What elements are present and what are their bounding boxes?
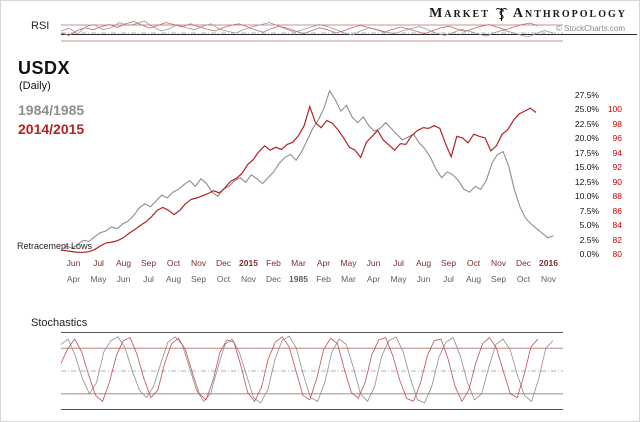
stochastics-panel — [61, 332, 563, 410]
pct-axis-label: 2.5% — [579, 234, 599, 245]
x-axis-label: Jul — [143, 274, 154, 284]
pct-axis-label: 7.5% — [579, 205, 599, 216]
x-axis-label: Feb — [316, 274, 331, 284]
brand: Market Anthropology — [429, 6, 627, 22]
x-axis-label: Apr — [316, 258, 331, 268]
right-axis-price: 100 98 96 94 92 90 88 86 84 82 80 — [603, 85, 622, 259]
pct-axis-label: 22.5% — [574, 118, 599, 129]
x-axis-label: Nov — [490, 258, 507, 268]
x-axis-label: Jun — [116, 274, 131, 284]
stochastics-chart — [61, 333, 563, 409]
chart-subtitle: (Daily) — [19, 80, 51, 92]
stochastics-1984-1985-line — [61, 336, 553, 403]
stochastics-2014-2015-line — [61, 337, 538, 402]
price-axis-label: 98 — [612, 118, 622, 129]
1984-1985-line — [61, 91, 554, 250]
x-axis-label: Oct — [466, 258, 481, 268]
x-axis-label: Sep — [440, 258, 457, 268]
price-axis-label: 96 — [612, 133, 622, 144]
x-axis-label: Feb — [266, 258, 281, 268]
x-axis-label: Aug — [415, 258, 432, 268]
price-axis-label: 84 — [612, 220, 622, 230]
pct-axis-label: 0.0% — [579, 249, 599, 259]
price-axis-label: 80 — [612, 249, 622, 259]
2014-2015-line — [61, 107, 536, 253]
x-axis-label: Nov — [240, 274, 257, 284]
usdx-chart — [61, 85, 561, 253]
x-axis-label: Jul — [393, 258, 404, 268]
x-axis-label: 2015 — [239, 258, 258, 268]
x-axis-label: Aug — [465, 274, 482, 284]
x-axis-label: Sep — [190, 274, 207, 284]
price-axis-label: 88 — [612, 191, 622, 202]
x-axis-label: Oct — [166, 258, 181, 268]
x-axis-label: Dec — [515, 258, 532, 268]
rsi-2014-2015-line — [61, 21, 538, 35]
x-axis-label: 1985 — [289, 274, 308, 284]
x-axis-label: Aug — [115, 258, 132, 268]
right-axis-pct: 27.5% 25.0% 22.5% 20.0% 17.5% 15.0% 12.5% 10.0%… — [563, 85, 599, 259]
brand-anthropology: Anthropology — [512, 6, 627, 21]
x-axis-label: Jul — [443, 274, 454, 284]
x-axis-label: May — [390, 274, 407, 284]
price-axis-label: 92 — [612, 162, 622, 173]
pct-axis-label: 25.0% — [574, 104, 599, 115]
x-axis-label: 2016 — [539, 258, 558, 268]
rsi-1984-1985-line — [61, 21, 553, 37]
price-axis-label: 90 — [612, 176, 622, 187]
x-axis-label: Jun — [416, 274, 431, 284]
price-axis-label: 86 — [612, 205, 622, 216]
pct-axis-label: 15.0% — [574, 162, 599, 173]
x-axis-label: Mar — [291, 258, 306, 268]
winged-dollar-icon — [495, 7, 508, 21]
rsi-panel-label: RSI — [31, 20, 50, 32]
x-axis-1984-1985: Apr May Jun Jul Aug Sep Oct Nov Dec 1985 Feb Mar Apr… — [61, 274, 561, 284]
x-axis-label: Sep — [140, 258, 157, 268]
pct-axis-label: 17.5% — [574, 147, 599, 158]
x-axis-label: Jul — [93, 258, 104, 268]
stockcharts-credit: © StockCharts.com — [555, 24, 625, 33]
legend-1984-1985: 1984/1985 — [18, 102, 85, 118]
x-axis-label: May — [90, 274, 107, 284]
x-axis-label: Apr — [66, 274, 81, 284]
x-axis-label: May — [340, 258, 357, 268]
stochastics-panel-label: Stochastics — [31, 317, 88, 329]
x-axis-label: Mar — [341, 274, 356, 284]
x-axis-label: Oct — [216, 274, 231, 284]
x-axis-label: Dec — [215, 258, 232, 268]
x-axis-label: Sep — [490, 274, 507, 284]
x-axis-label: Dec — [265, 274, 282, 284]
pct-axis-label: 27.5% — [574, 89, 599, 100]
x-axis-label: Aug — [165, 274, 182, 284]
price-axis-label: 100 — [607, 104, 622, 115]
x-axis-2014-2015: Jun Jul Aug Sep Oct Nov Dec 2015 Feb Mar Apr May Jun… — [61, 258, 561, 268]
x-axis-label: Jun — [366, 258, 381, 268]
rsi-chart — [61, 13, 563, 53]
x-axis-label: Jun — [66, 258, 81, 268]
retracement-lows-label: Retracement Lows — [17, 241, 93, 251]
brand-market: Market — [429, 6, 490, 21]
price-axis-label: 94 — [612, 147, 622, 158]
x-axis-label: Apr — [366, 274, 381, 284]
pct-axis-label: 12.5% — [574, 176, 599, 187]
x-axis-label: Oct — [516, 274, 531, 284]
x-axis-label: Nov — [540, 274, 557, 284]
pct-axis-label: 20.0% — [574, 133, 599, 144]
x-axis-label: Nov — [190, 258, 207, 268]
pct-axis-label: 5.0% — [579, 220, 599, 230]
pct-axis-label: 10.0% — [574, 191, 599, 202]
chart-title: USDX — [18, 58, 71, 78]
legend-2014-2015: 2014/2015 — [18, 121, 85, 137]
header-divider-line — [61, 34, 637, 35]
price-axis-label: 82 — [612, 234, 622, 245]
